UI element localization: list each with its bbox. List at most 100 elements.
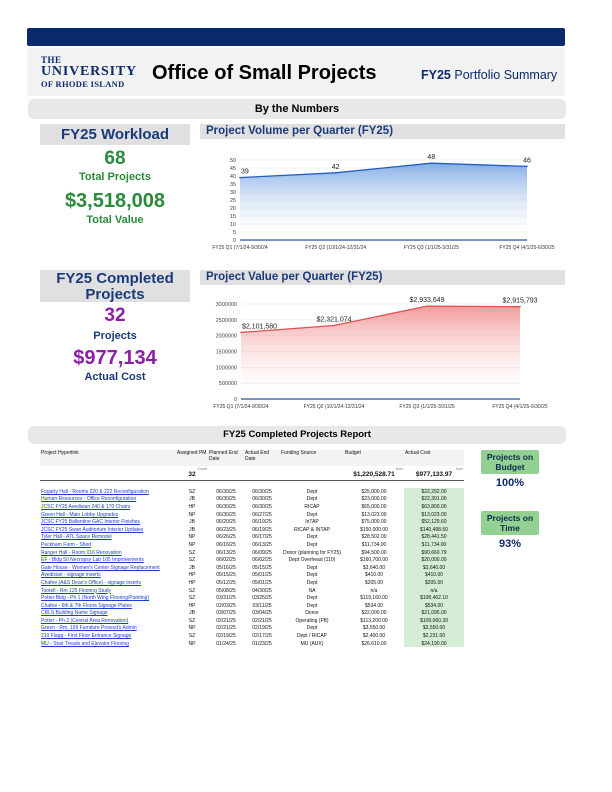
- pm-cell: HP: [188, 503, 196, 510]
- budget-cell: $28,502.00: [361, 534, 387, 541]
- pm-cell: SZ: [188, 587, 196, 594]
- project-link[interactable]: Human Resources - Office Reconfiguration: [41, 496, 137, 503]
- report-section-title: FY25 Completed Projects Report: [28, 426, 566, 444]
- actual-end-cell: 04/30/25: [252, 587, 272, 594]
- project-link[interactable]: EF - Bldg 50 Necropsy Lab 105 Improvemen…: [41, 557, 144, 564]
- budget-cell: $3,550.00: [362, 625, 386, 632]
- pm-cell: NP: [188, 511, 196, 518]
- actual-end-cell: 06/19/25: [252, 526, 272, 533]
- completed-cost-label: Actual Cost: [84, 371, 146, 383]
- planned-end-cell: 06/30/25: [216, 496, 236, 503]
- project-link[interactable]: Green Hall - Main Lobby Upgrades: [41, 511, 119, 518]
- projects-on-budget-badge: Projects on Budget: [481, 450, 539, 474]
- column-header: Assigned PM: [177, 450, 207, 456]
- summary-spacer: [280, 466, 344, 480]
- summary-spacer: [40, 466, 176, 480]
- total-value-amount: $3,518,008: [64, 190, 166, 212]
- pm-cell: JB: [189, 526, 195, 533]
- project-link[interactable]: JCSC FY25 Swan Auditorium Interior Updat…: [41, 526, 144, 533]
- cost-cell: n/a: [404, 586, 464, 595]
- planned-end-cell: 06/23/25: [216, 526, 236, 533]
- volume-per-quarter-chart: 0 5 10 15 20 25 30 35 40 45 50 39 FY25 Q1 (7/1/24-9/…: [212, 154, 555, 251]
- summary-spacer: [208, 466, 244, 480]
- y-tick-label: 20: [230, 206, 236, 212]
- budget-cell: $94,500.00: [361, 549, 387, 556]
- table-row: CBLS Building Name Signage JB 03/07/25 03/0…: [40, 609, 464, 618]
- project-link[interactable]: Fogarty Hall - Rooms 220 & 222 Reconfigu…: [41, 488, 149, 495]
- x-tick-label: FY25 Q3 (1/1/25-3/31/25: [404, 245, 460, 251]
- data-point: [333, 324, 335, 327]
- pm-cell: HP: [188, 572, 196, 579]
- x-tick-label: FY25 Q2 (10/1/24-12/31/24: [304, 404, 365, 410]
- portfolio-subtitle: FY25 Portfolio Summary: [421, 68, 557, 82]
- budget-cell: n/a: [370, 587, 378, 594]
- pm-cell: JB: [189, 496, 195, 503]
- table-row: Peckham Farm - Shed NP 06/16/25 06/13/25 Dep…: [40, 541, 464, 549]
- budget-cell: $150,000.00: [360, 526, 388, 533]
- project-link[interactable]: JCSC FY25 Avedisian 240 & 170 Chairs: [41, 503, 131, 510]
- pm-cell: JB: [189, 519, 195, 526]
- funding-cell: Dept: [306, 534, 318, 541]
- actual-end-cell: 06/30/25: [252, 503, 272, 510]
- logo-line-1: THE: [41, 55, 62, 65]
- project-link[interactable]: 210 Flagg - First Floor Entrance Signage: [41, 633, 132, 640]
- table-row: 210 Flagg - First Floor Entrance Signage…: [40, 632, 464, 640]
- projects-on-time-badge: Projects on Time: [481, 511, 539, 535]
- y-tick-label: 3000000: [216, 302, 237, 308]
- y-tick-label: 1000000: [216, 365, 237, 371]
- data-point: [334, 172, 337, 174]
- project-link[interactable]: Ranger Hall - Room 016 Renovation: [41, 549, 122, 556]
- pm-cell: NP: [188, 625, 196, 632]
- project-link[interactable]: Avedisian - signage inserts: [41, 572, 101, 579]
- table-header-row: Project Hyperlink Assigned PM Planned End …: [40, 450, 464, 466]
- budget-cell: $25,000.00: [361, 488, 387, 495]
- summary-spacer: [244, 466, 280, 480]
- project-link[interactable]: Chafee - 6th & 7th Floors Signage Plates: [41, 602, 132, 609]
- planned-end-cell: 03/07/25: [216, 610, 236, 617]
- data-point: [526, 165, 528, 168]
- table-row: JCSC FY25 Avedisian 240 & 170 Chairs HP 06…: [40, 503, 464, 511]
- cost-sum-value: $977,133.97: [415, 471, 453, 479]
- y-tick-label: 500000: [219, 381, 237, 387]
- project-link[interactable]: CBLS Building Name Signage: [41, 610, 108, 617]
- actual-end-cell: 06/27/25: [252, 511, 272, 518]
- project-link[interactable]: Peckham Farm - Shed: [41, 541, 92, 548]
- sum-label: Sum: [455, 467, 463, 472]
- project-link[interactable]: Green - Rm. 109 Furniture Provost's Admi…: [41, 625, 137, 632]
- project-link[interactable]: JCSC FY25 Ballentine GAC Interior Finish…: [41, 519, 140, 526]
- table-row: Tootell - Rm 125 Flooring Study SZ 05/08/2…: [40, 586, 464, 595]
- project-link[interactable]: Potter - Ph 2 (Central Area Renovation): [41, 617, 129, 624]
- top-banner-bar: [27, 28, 565, 46]
- budget-cell: $113,200.00: [360, 617, 388, 624]
- table-row: Potter Bldg - Ph 1 (North Wing Flooring/…: [40, 594, 464, 602]
- project-link[interactable]: Tyler Hall - ATL Space Remodel: [41, 534, 112, 541]
- projects-on-budget-percent: 100%: [495, 477, 525, 489]
- budget-cell: $26,610.00: [361, 640, 387, 647]
- project-link[interactable]: Potter Bldg - Ph 1 (North Wing Flooring/…: [41, 595, 150, 602]
- actual-end-cell: 06/30/25: [252, 496, 272, 503]
- cost-cell: $22,391.00: [404, 495, 464, 504]
- table-row: EF - Bldg 50 Necropsy Lab 105 Improvemen…: [40, 556, 464, 564]
- column-header: Planned End Date: [209, 450, 238, 462]
- actual-end-cell: 06/09/25: [252, 549, 272, 556]
- planned-end-cell: 06/30/25: [216, 511, 236, 518]
- project-link[interactable]: Tootell - Rm 125 Flooring Study: [41, 587, 112, 594]
- completed-title: FY25 Completed Projects: [40, 270, 190, 303]
- budget-cell: $410.00: [364, 572, 384, 579]
- project-link[interactable]: MU - Stair Treads and Elevator Flooring: [41, 640, 130, 647]
- table-row: Green Hall - Main Lobby Upgrades NP 06/30/…: [40, 510, 464, 519]
- completed-count-label: Projects: [93, 330, 137, 342]
- value-chart-title: Project Value per Quarter (FY25): [200, 270, 565, 285]
- project-link[interactable]: Chafee (A&S Dean's Office) - signage ins…: [41, 579, 142, 586]
- funding-cell: Dept: [306, 488, 318, 495]
- funding-cell: Dept: [306, 541, 318, 548]
- table-row: Potter - Ph 2 (Central Area Renovation) S…: [40, 617, 464, 625]
- project-link[interactable]: Gate House - Women's Center Signage Repl…: [41, 564, 160, 571]
- funding-cell: Dept: [306, 496, 318, 503]
- pm-cell: SZ: [188, 557, 196, 564]
- budget-cell: $119,160.00: [360, 595, 388, 602]
- funding-cell: Dept: [306, 595, 318, 602]
- table-row: Fogarty Hall - Rooms 220 & 222 Reconfigu…: [40, 488, 464, 496]
- pm-cell: JB: [189, 610, 195, 617]
- y-tick-label: 0: [234, 397, 237, 403]
